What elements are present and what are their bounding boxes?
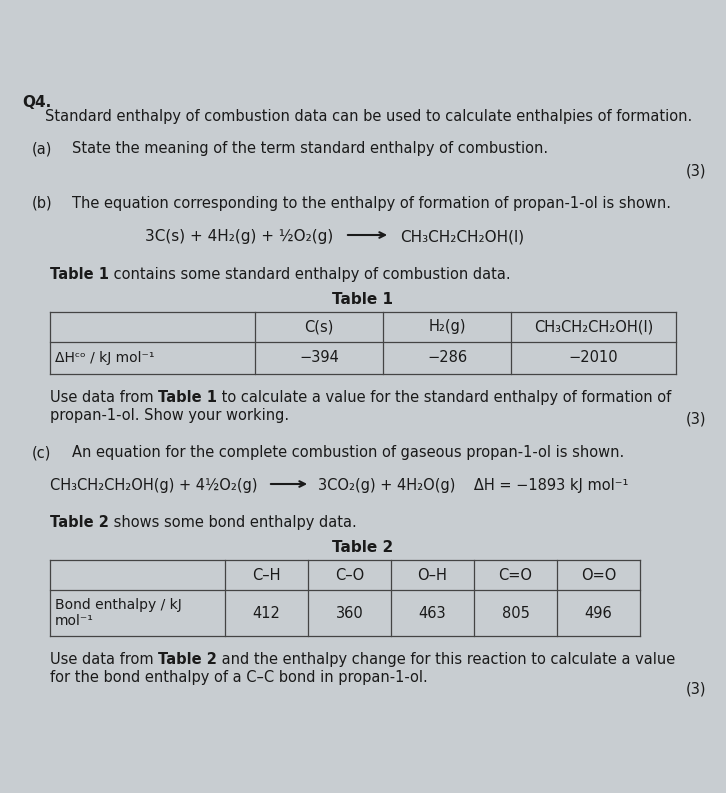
Text: CH₃CH₂CH₂OH(l): CH₃CH₂CH₂OH(l): [400, 229, 524, 244]
Text: O–H: O–H: [417, 568, 447, 583]
Text: Q4.: Q4.: [22, 95, 52, 110]
Text: H₂(g): H₂(g): [428, 320, 466, 335]
Text: C–O: C–O: [335, 568, 364, 583]
Text: for the bond enthalpy of a C–C bond in propan-1-ol.: for the bond enthalpy of a C–C bond in p…: [50, 670, 428, 685]
Text: Table 2: Table 2: [333, 540, 393, 555]
Text: State the meaning of the term standard enthalpy of combustion.: State the meaning of the term standard e…: [72, 141, 548, 156]
Text: propan-1-ol. Show your working.: propan-1-ol. Show your working.: [50, 408, 289, 423]
Text: contains some standard enthalpy of combustion data.: contains some standard enthalpy of combu…: [109, 267, 510, 282]
Text: −286: −286: [427, 351, 467, 366]
Text: The equation corresponding to the enthalpy of formation of propan-1-ol is shown.: The equation corresponding to the enthal…: [72, 196, 671, 211]
Text: 496: 496: [584, 606, 612, 620]
Text: (3): (3): [685, 163, 706, 178]
Text: (c): (c): [32, 445, 52, 460]
Text: Use data from: Use data from: [50, 652, 158, 667]
Text: 360: 360: [335, 606, 364, 620]
Text: (3): (3): [685, 682, 706, 697]
Text: (3): (3): [685, 412, 706, 427]
Text: 3C(s) + 4H₂(g) + ½O₂(g): 3C(s) + 4H₂(g) + ½O₂(g): [145, 229, 333, 244]
Text: 805: 805: [502, 606, 529, 620]
Text: Use data from: Use data from: [50, 390, 158, 405]
Text: −2010: −2010: [568, 351, 619, 366]
Text: Table 1: Table 1: [50, 267, 109, 282]
Text: Table 1: Table 1: [333, 292, 393, 307]
Text: 463: 463: [419, 606, 446, 620]
Text: O=O: O=O: [581, 568, 616, 583]
Text: ΔHᶜᵒ / kJ mol⁻¹: ΔHᶜᵒ / kJ mol⁻¹: [55, 351, 155, 365]
Text: (b): (b): [32, 196, 52, 211]
Text: CH₃CH₂CH₂OH(l): CH₃CH₂CH₂OH(l): [534, 320, 653, 335]
Text: −394: −394: [299, 351, 339, 366]
Text: Standard enthalpy of combustion data can be used to calculate enthalpies of form: Standard enthalpy of combustion data can…: [45, 109, 693, 124]
Text: C=O: C=O: [499, 568, 532, 583]
Text: Table 1: Table 1: [158, 390, 217, 405]
Text: to calculate a value for the standard enthalpy of formation of: to calculate a value for the standard en…: [217, 390, 672, 405]
Text: (a): (a): [32, 141, 52, 156]
Text: 412: 412: [253, 606, 280, 620]
Text: C(s): C(s): [304, 320, 334, 335]
Text: and the enthalpy change for this reaction to calculate a value: and the enthalpy change for this reactio…: [217, 652, 675, 667]
Text: An equation for the complete combustion of gaseous propan-1-ol is shown.: An equation for the complete combustion …: [72, 445, 624, 460]
Text: 3CO₂(g) + 4H₂O(g)    ΔH = −1893 kJ mol⁻¹: 3CO₂(g) + 4H₂O(g) ΔH = −1893 kJ mol⁻¹: [318, 478, 629, 493]
Text: shows some bond enthalpy data.: shows some bond enthalpy data.: [109, 515, 356, 530]
Text: Table 2: Table 2: [50, 515, 109, 530]
Text: Bond enthalpy / kJ
mol⁻¹: Bond enthalpy / kJ mol⁻¹: [55, 598, 182, 628]
Text: Table 2: Table 2: [158, 652, 217, 667]
Text: CH₃CH₂CH₂OH(g) + 4½O₂(g): CH₃CH₂CH₂OH(g) + 4½O₂(g): [50, 478, 258, 493]
Text: C–H: C–H: [252, 568, 281, 583]
